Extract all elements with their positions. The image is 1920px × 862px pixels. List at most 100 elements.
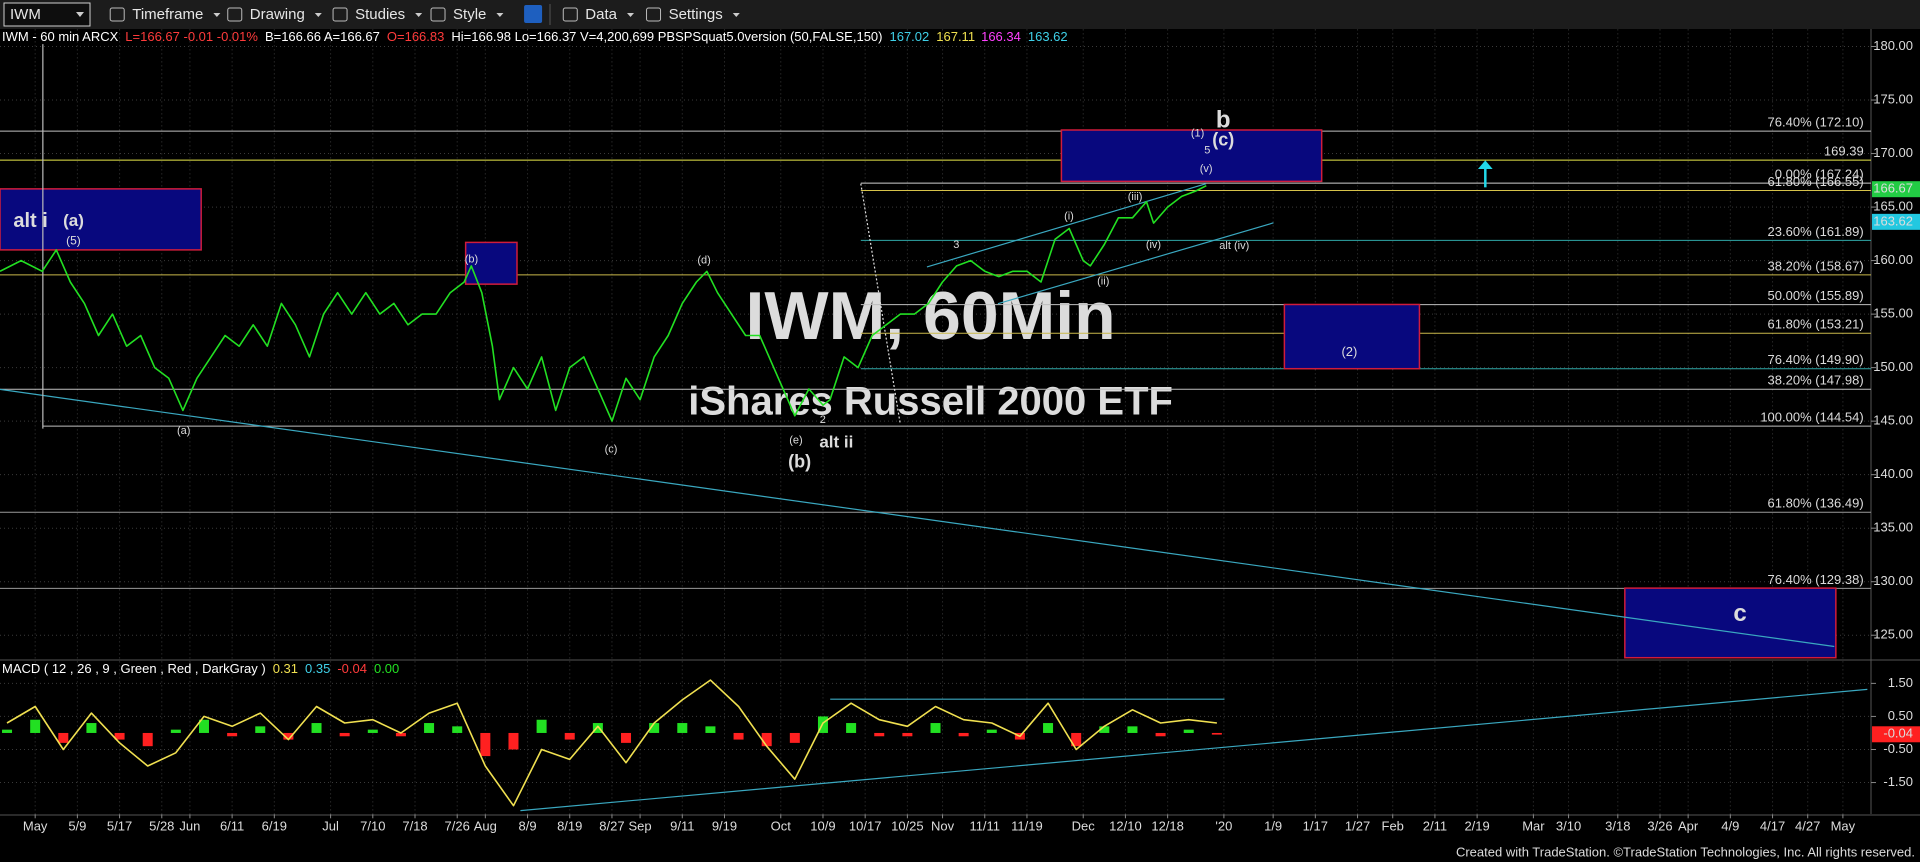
price-tag-label: 166.67: [1873, 181, 1913, 196]
y-tick-label: -0.50: [1883, 741, 1913, 756]
histogram-bar: [564, 732, 575, 740]
fib-label: 50.00% (155.89): [1768, 288, 1864, 303]
wave-label: (1): [1191, 127, 1204, 139]
symbol-box[interactable]: [3, 2, 91, 27]
histogram-bar: [255, 726, 266, 733]
y-tick-label: 135.00: [1873, 520, 1913, 535]
y-tick-label: 165.00: [1873, 199, 1913, 214]
x-tick-label: Oct: [771, 818, 792, 833]
wave-label: b: [1216, 107, 1231, 134]
wave-label: (iii): [1128, 191, 1143, 203]
x-tick-label: 11/19: [1011, 818, 1043, 833]
x-tick-label: Mar: [1522, 818, 1545, 833]
menu-icon: [562, 7, 578, 22]
wave-label: 3: [953, 239, 959, 251]
wave-label: (5): [66, 233, 81, 247]
x-tick-label: 3/26: [1647, 818, 1672, 833]
y-tick-label: 145.00: [1873, 413, 1913, 428]
histogram-bar: [367, 729, 378, 733]
header-item: -0.04: [337, 661, 367, 676]
header-item: 166.34: [981, 29, 1021, 44]
header-item: 0.35: [305, 661, 330, 676]
wave-label: alt ii: [819, 433, 853, 452]
y-tick-label: 175.00: [1873, 91, 1913, 106]
histogram-bar: [705, 726, 716, 733]
price-tag-label: 163.62: [1873, 213, 1913, 228]
price-line: [6, 679, 1217, 807]
footer: Created with TradeStation. ©TradeStation…: [1456, 844, 1915, 859]
fib-label: 76.40% (172.10): [1768, 115, 1864, 130]
menu-item[interactable]: Data: [585, 6, 617, 23]
trend-line: [0, 388, 1835, 648]
dropdown-arrow: [496, 13, 504, 17]
histogram-bar: [142, 732, 153, 747]
histogram-bar: [1043, 723, 1054, 733]
price-line: [0, 184, 1207, 422]
menu-item[interactable]: Drawing: [250, 6, 305, 23]
wave-label: 2: [820, 414, 826, 426]
header-item: IWM - 60 min ARCX: [2, 29, 119, 44]
y-tick-label: 130.00: [1873, 573, 1913, 588]
histogram-bar: [761, 732, 772, 747]
x-tick-label: 4/9: [1721, 818, 1739, 833]
channel-line: [926, 183, 1207, 268]
menu-item[interactable]: Timeframe: [132, 6, 203, 23]
x-tick-label: May: [23, 818, 48, 833]
y-tick-label: 155.00: [1873, 306, 1913, 321]
y-tick-label: 180.00: [1873, 38, 1913, 53]
x-tick-label: 3/18: [1605, 818, 1630, 833]
histogram-bar: [395, 732, 406, 737]
x-tick-label: 12/18: [1151, 818, 1184, 833]
histogram-bar: [986, 729, 997, 733]
x-tick-label: May: [1831, 818, 1856, 833]
menu-item[interactable]: Studies: [355, 6, 405, 23]
x-tick-label: 4/17: [1760, 818, 1785, 833]
histogram-bar: [2, 729, 13, 733]
histogram-bar: [86, 723, 97, 733]
histogram-bar: [1211, 732, 1222, 735]
menu-item[interactable]: Settings: [669, 6, 723, 23]
wave-label: (v): [1200, 163, 1213, 175]
histogram-bar: [311, 723, 322, 733]
x-tick-label: 1/27: [1345, 818, 1370, 833]
x-tick-label: 8/27: [599, 818, 624, 833]
symbol[interactable]: IWM: [10, 6, 41, 23]
menu-icon: [430, 7, 446, 22]
target-arrow-head: [1477, 160, 1493, 169]
menu-item[interactable]: Style: [453, 6, 486, 23]
histogram-bar: [452, 726, 463, 733]
histogram-bar: [592, 723, 603, 733]
histogram-bar: [1155, 732, 1166, 737]
wave-label: (iv): [1146, 239, 1161, 251]
header-item: O=166.83: [387, 29, 444, 44]
histogram-bar: [339, 732, 350, 737]
fib-label: 61.80% (153.21): [1768, 317, 1864, 332]
dropdown-arrow: [415, 13, 423, 17]
target-zone: [464, 241, 518, 285]
fib-label: 38.20% (158.67): [1768, 258, 1864, 273]
dropdown-arrow: [76, 12, 84, 17]
x-tick-label: 10/9: [810, 818, 835, 833]
x-tick-label: '20: [1215, 818, 1232, 833]
fib-label: 76.40% (129.38): [1768, 572, 1864, 587]
x-tick-label: 1/17: [1303, 818, 1328, 833]
price-tag: [1872, 181, 1920, 198]
y-tick-label: 150.00: [1873, 359, 1913, 374]
wave-label: (c): [605, 443, 618, 455]
x-tick-label: 5/17: [107, 818, 132, 833]
histogram-bar: [508, 732, 519, 750]
histogram-bar: [58, 732, 69, 743]
fib-label: 0.00% (167.24): [1775, 167, 1864, 182]
wave-label: c: [1733, 600, 1746, 627]
y-tick-label: 170.00: [1873, 145, 1913, 160]
wave-label: (c): [1212, 130, 1234, 150]
x-tick-label: 4/27: [1795, 818, 1820, 833]
target-zone: [1624, 587, 1837, 659]
header-item: Hi=166.98 Lo=166.37 V=4,200,699 PBSPSqua…: [451, 29, 882, 44]
x-tick-label: 8/9: [519, 818, 537, 833]
menu-icon: [109, 7, 125, 22]
histogram-bar: [198, 719, 209, 733]
